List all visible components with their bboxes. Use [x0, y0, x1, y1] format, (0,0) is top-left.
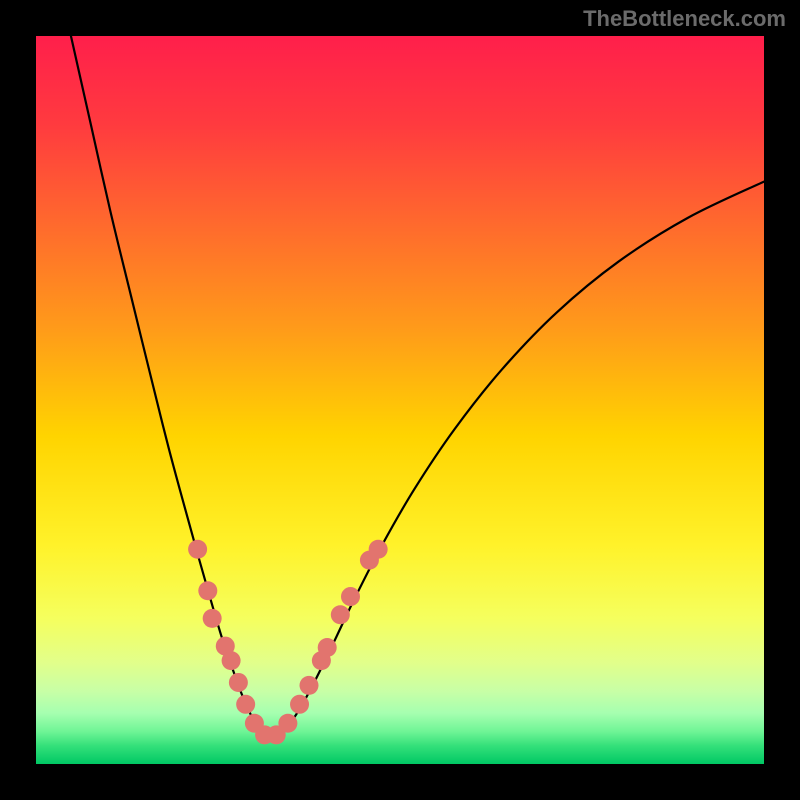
chart-svg [36, 36, 764, 764]
data-dot [278, 714, 297, 733]
frame-bottom [0, 764, 800, 800]
data-dot [229, 673, 248, 692]
watermark-text: TheBottleneck.com [583, 6, 786, 32]
chart-root: TheBottleneck.com [0, 0, 800, 800]
data-dot [222, 651, 241, 670]
data-dot [318, 638, 337, 657]
data-dot [198, 581, 217, 600]
plot-area [36, 36, 764, 764]
data-dot [369, 540, 388, 559]
data-dot [331, 605, 350, 624]
data-dot [300, 676, 319, 695]
data-dot [341, 587, 360, 606]
data-dot [203, 609, 222, 628]
frame-left [0, 0, 36, 800]
data-dot [290, 695, 309, 714]
data-dot [188, 540, 207, 559]
gradient-background [36, 36, 764, 764]
frame-right [764, 0, 800, 800]
data-dot [236, 695, 255, 714]
